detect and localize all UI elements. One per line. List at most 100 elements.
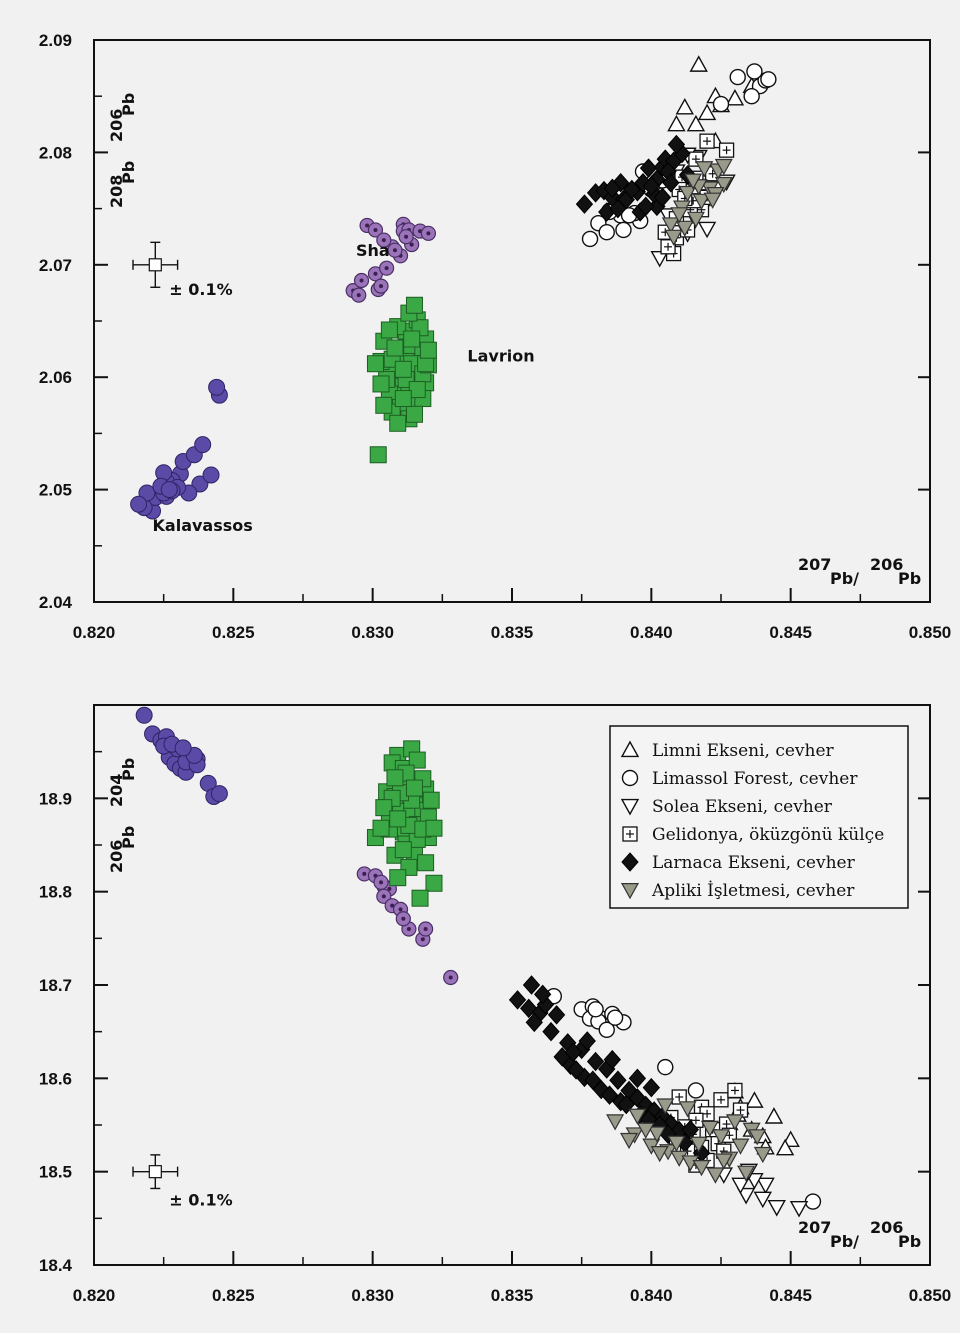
p1-point-circle-purple-dot-dot — [390, 903, 395, 908]
p1-y-label-num: 206 — [107, 840, 126, 873]
p0-point-triangle-down-gray — [686, 211, 705, 228]
p1-point-circle-purple-dot-dot — [401, 916, 406, 921]
p0-point-triangle-down-gray — [714, 158, 733, 176]
p0-point-circle-open — [615, 221, 632, 239]
p1-point-circle-purple-dot-dot — [420, 937, 425, 942]
p0-series-circle-purple — [130, 378, 228, 520]
p1-point-triangle-down-gray — [689, 1136, 708, 1153]
p1-legend: Limni Ekseni, cevher Limassol Forest, cev… — [609, 725, 909, 909]
p0-point-square-green — [389, 414, 407, 432]
p1-x-label-num-el: Pb/ — [830, 1232, 859, 1251]
p1-series-diamond-black — [508, 975, 711, 1163]
p0-point-triangle-down-open — [697, 221, 717, 239]
p1-point-triangle-down-gray — [725, 1114, 744, 1131]
p0-x-tick-label: 0.845 — [769, 623, 812, 642]
p0-point-triangle-down-gray — [703, 192, 722, 209]
p1-point-triangle-down-gray — [656, 1098, 675, 1115]
p1-point-diamond-black — [522, 975, 541, 995]
p1-y-tick-label: 18.8 — [39, 883, 72, 902]
p0-point-circle-purple — [191, 475, 209, 493]
p0-point-circle-purple-dot-dot — [426, 231, 431, 236]
p1-point-triangle-down-gray — [620, 1132, 639, 1150]
p0-point-diamond-black — [575, 194, 594, 214]
p1-point-triangle-down-gray — [647, 1126, 666, 1143]
panel-bottom: 0.820 0.825 0.830 0.835 0.840 0.845 0.850 18.4 1… — [39, 704, 951, 1305]
p1-point-triangle-down-gray — [711, 1129, 731, 1146]
p1-y-label-den: 204 — [107, 774, 126, 807]
p1-point-diamond-black — [578, 1031, 596, 1051]
p0-point-diamond-black — [662, 172, 680, 193]
p0-x-tick-label: 0.820 — [73, 623, 116, 642]
p0-point-diamond-black — [639, 158, 658, 178]
p1-point-circle-purple — [210, 785, 228, 803]
p0-y-label-den-el: Pb — [119, 93, 138, 116]
p0-point-triangle-down-gray — [675, 220, 694, 237]
p1-legend-label: Solea Ekseni, cevher — [652, 797, 833, 817]
p0-point-circle-open — [729, 68, 746, 86]
p1-point-triangle-down-gray — [678, 1101, 697, 1118]
p1-point-triangle-down-gray — [606, 1114, 625, 1131]
p0-x-tick-label: 0.825 — [212, 623, 255, 642]
p1-point-triangle-down-gray — [706, 1167, 725, 1184]
p0-y-tick-label: 2.04 — [39, 593, 73, 612]
p1-point-circle-open — [587, 1001, 604, 1018]
p1-x-tick-label: 0.830 — [351, 1286, 394, 1305]
p0-point-triangle-down-open — [650, 250, 669, 268]
p1-y-label-den-el: Pb — [119, 758, 138, 781]
p0-point-diamond-black — [623, 179, 641, 200]
p1-x-tick-label: 0.835 — [491, 1286, 534, 1305]
p1-point-diamond-black — [609, 1070, 627, 1090]
p1-x-tick-label: 0.825 — [212, 1286, 255, 1305]
p1-point-triangle-up-open — [764, 1107, 784, 1124]
p1-legend-label: Limni Ekseni, cevher — [652, 741, 835, 761]
p1-point-square-green — [425, 874, 443, 892]
p0-error-bar — [132, 241, 179, 288]
p1-point-diamond-black — [547, 1005, 566, 1025]
p1-point-diamond-black — [628, 1068, 647, 1089]
p1-legend-entry: Solea Ekseni, cevher — [620, 797, 833, 817]
p1-point-diamond-black — [603, 1049, 621, 1070]
p1-legend-marker-circle-open — [621, 769, 639, 787]
p1-point-diamond-black — [642, 1077, 661, 1098]
p1-point-triangle-down-open — [736, 1187, 756, 1205]
p0-y-label-num-el: Pb — [119, 161, 138, 184]
p1-point-square-green — [405, 779, 423, 797]
p1-y-tick-label: 18.5 — [39, 1163, 72, 1182]
p0-x-tick-label: 0.850 — [909, 623, 952, 642]
p0-point-circle-purple — [130, 495, 148, 513]
p1-point-circle-purple-dot — [443, 969, 459, 986]
p0-point-circle-purple-dot-dot — [356, 293, 361, 298]
p1-point-square-green — [408, 751, 426, 769]
p0-point-triangle-down-gray — [664, 229, 683, 246]
p1-series-square-green — [366, 740, 443, 907]
p1-point-circle-purple-dot-dot — [398, 907, 403, 912]
p1-legend-label: Gelidonya, öküzgönü külçe — [652, 825, 884, 845]
p1-y-label-num-el: Pb — [119, 826, 138, 849]
p0-x-label-num: 207 — [798, 555, 831, 574]
p0-error-bar-box — [148, 258, 162, 272]
p0-point-diamond-black — [667, 134, 686, 155]
p0-point-triangle-up-open — [697, 103, 717, 121]
p0-point-square-green — [394, 390, 412, 408]
p0-point-square-open-cross — [699, 133, 715, 149]
p0-x-tick-label: 0.830 — [351, 623, 394, 642]
p1-legend-entry: Limassol Forest, cevher — [621, 769, 858, 789]
p1-legend-label: Limassol Forest, cevher — [652, 769, 858, 789]
p0-point-circle-purple — [202, 466, 220, 484]
p0-region-label-sha: Sha — [356, 241, 390, 260]
p1-point-square-green — [425, 819, 443, 837]
p0-point-circle-open — [760, 71, 777, 88]
p0-y-tick-label: 2.07 — [39, 256, 72, 275]
p0-y-tick-label: 2.05 — [39, 481, 72, 500]
p1-legend-label: Larnaca Ekseni, cevher — [652, 853, 856, 873]
p0-series-square-green — [366, 296, 437, 464]
p1-point-diamond-black — [525, 1012, 543, 1033]
p0-point-triangle-down-gray — [670, 207, 689, 224]
p1-point-triangle-up-open — [775, 1138, 795, 1156]
p1-legend-box — [609, 725, 909, 909]
p1-point-triangle-up-open — [745, 1091, 764, 1108]
p0-point-circle-purple-dot — [398, 229, 414, 245]
